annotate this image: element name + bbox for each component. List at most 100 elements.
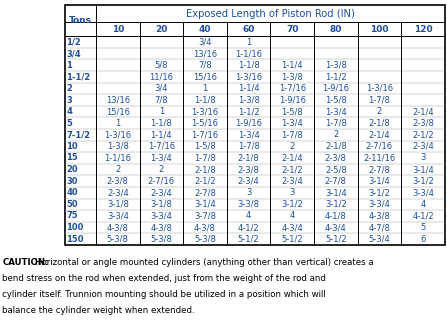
Text: 3-3/4: 3-3/4: [412, 188, 434, 197]
Text: 3-1/4: 3-1/4: [194, 200, 216, 209]
Text: 1-5/16: 1-5/16: [191, 119, 219, 128]
Text: 2-7/8: 2-7/8: [368, 165, 390, 174]
Text: 4: 4: [290, 212, 295, 220]
Text: 2-7/8: 2-7/8: [325, 177, 347, 186]
Text: 1-3/8: 1-3/8: [325, 61, 347, 70]
Text: 1-1/2: 1-1/2: [238, 107, 259, 116]
Text: 1-1/4: 1-1/4: [151, 130, 172, 139]
Text: 150: 150: [66, 235, 84, 244]
Text: 2-3/8: 2-3/8: [325, 154, 347, 163]
Text: 3-1/4: 3-1/4: [368, 177, 390, 186]
Text: 2-1/4: 2-1/4: [412, 107, 434, 116]
Text: 1-1/16: 1-1/16: [235, 49, 262, 58]
Text: 2-3/4: 2-3/4: [238, 177, 259, 186]
Text: 2: 2: [66, 84, 72, 93]
Text: 1-5/8: 1-5/8: [281, 107, 303, 116]
Text: 1-1/8: 1-1/8: [151, 119, 172, 128]
Text: 1-3/16: 1-3/16: [366, 84, 393, 93]
Text: 3: 3: [246, 188, 251, 197]
Text: 5-3/8: 5-3/8: [151, 235, 172, 244]
Text: 1-7/16: 1-7/16: [191, 130, 219, 139]
Text: 70: 70: [286, 25, 299, 34]
Text: 4: 4: [246, 212, 251, 220]
Text: 1-7/8: 1-7/8: [281, 130, 303, 139]
Text: 1-3/8: 1-3/8: [107, 142, 129, 151]
Text: 50: 50: [66, 200, 78, 209]
Text: 3: 3: [420, 154, 426, 163]
Text: 4-3/4: 4-3/4: [325, 223, 346, 232]
Text: 3-1/2: 3-1/2: [412, 177, 434, 186]
Text: 1: 1: [159, 107, 164, 116]
Text: 1: 1: [66, 61, 72, 70]
Text: bend stress on the rod when extended, just from the weight of the rod and: bend stress on the rod when extended, ju…: [2, 274, 326, 283]
Text: 4-1/2: 4-1/2: [412, 212, 434, 220]
Text: Tons: Tons: [69, 16, 92, 25]
Text: 4: 4: [420, 200, 426, 209]
Text: 6: 6: [420, 235, 426, 244]
Text: 2-3/8: 2-3/8: [107, 177, 129, 186]
Text: 4-3/8: 4-3/8: [368, 212, 390, 220]
Text: 3/4: 3/4: [198, 37, 212, 47]
Text: 40: 40: [199, 25, 211, 34]
Text: 7-1/2: 7-1/2: [66, 130, 90, 139]
Text: 1-3/16: 1-3/16: [235, 72, 262, 81]
Text: 15/16: 15/16: [106, 107, 130, 116]
Text: CAUTION:: CAUTION:: [2, 258, 49, 267]
Text: 3-7/8: 3-7/8: [194, 212, 216, 220]
Text: 10: 10: [112, 25, 124, 34]
Text: 2-1/4: 2-1/4: [281, 154, 303, 163]
Text: 2-1/2: 2-1/2: [281, 165, 303, 174]
Text: 100: 100: [370, 25, 388, 34]
Text: 3-3/8: 3-3/8: [237, 200, 260, 209]
Text: Exposed Length of Piston Rod (IN): Exposed Length of Piston Rod (IN): [186, 9, 355, 19]
Text: 5-3/8: 5-3/8: [107, 235, 129, 244]
Text: 2-11/16: 2-11/16: [363, 154, 396, 163]
Text: 1-3/8: 1-3/8: [238, 96, 260, 105]
Text: 3-1/8: 3-1/8: [151, 200, 172, 209]
Text: 3-1/8: 3-1/8: [107, 200, 129, 209]
Text: 2: 2: [377, 107, 382, 116]
Text: 2-3/4: 2-3/4: [107, 188, 129, 197]
Text: 2-1/2: 2-1/2: [412, 130, 434, 139]
Text: 5-1/2: 5-1/2: [238, 235, 259, 244]
Text: 2-1/8: 2-1/8: [238, 154, 259, 163]
Text: 3-3/4: 3-3/4: [107, 212, 129, 220]
Text: 3-1/4: 3-1/4: [412, 165, 434, 174]
Text: 2-1/8: 2-1/8: [368, 119, 390, 128]
Text: 2-1/4: 2-1/4: [369, 130, 390, 139]
Text: 1-5/8: 1-5/8: [325, 96, 346, 105]
Text: 5-3/4: 5-3/4: [368, 235, 390, 244]
Text: Horizontal or angle mounted cylinders (anything other than vertical) creates a: Horizontal or angle mounted cylinders (a…: [35, 258, 374, 267]
Text: 13/16: 13/16: [193, 49, 217, 58]
Text: 1-3/8: 1-3/8: [281, 72, 303, 81]
Text: 2: 2: [290, 142, 295, 151]
Text: 10: 10: [66, 142, 78, 151]
Text: 2: 2: [333, 130, 338, 139]
Text: 1-7/8: 1-7/8: [194, 154, 216, 163]
Text: 20: 20: [66, 165, 78, 174]
Text: 2-3/8: 2-3/8: [412, 119, 434, 128]
Text: 1-7/8: 1-7/8: [238, 142, 260, 151]
Text: 60: 60: [242, 25, 255, 34]
Text: 2-3/4: 2-3/4: [412, 142, 434, 151]
Text: 3-1/2: 3-1/2: [281, 200, 303, 209]
Text: 1-9/16: 1-9/16: [278, 96, 306, 105]
Text: 4-3/4: 4-3/4: [281, 223, 303, 232]
Text: 7/8: 7/8: [155, 96, 168, 105]
Text: 2: 2: [159, 165, 164, 174]
Text: 4-1/2: 4-1/2: [238, 223, 259, 232]
Text: 1-1/4: 1-1/4: [238, 84, 259, 93]
Text: 1-1/2: 1-1/2: [325, 72, 346, 81]
Text: 2-1/8: 2-1/8: [194, 165, 216, 174]
Text: 2-5/8: 2-5/8: [325, 165, 346, 174]
Text: 2: 2: [115, 165, 120, 174]
Text: 4-3/8: 4-3/8: [107, 223, 129, 232]
Text: 40: 40: [66, 188, 78, 197]
Text: 1-7/16: 1-7/16: [278, 84, 306, 93]
Text: 1-1/4: 1-1/4: [281, 61, 303, 70]
Text: 4-3/8: 4-3/8: [194, 223, 216, 232]
Text: 15: 15: [66, 154, 78, 163]
Text: 30: 30: [66, 177, 78, 186]
Text: 1-7/8: 1-7/8: [368, 96, 390, 105]
Text: 2-7/16: 2-7/16: [366, 142, 393, 151]
